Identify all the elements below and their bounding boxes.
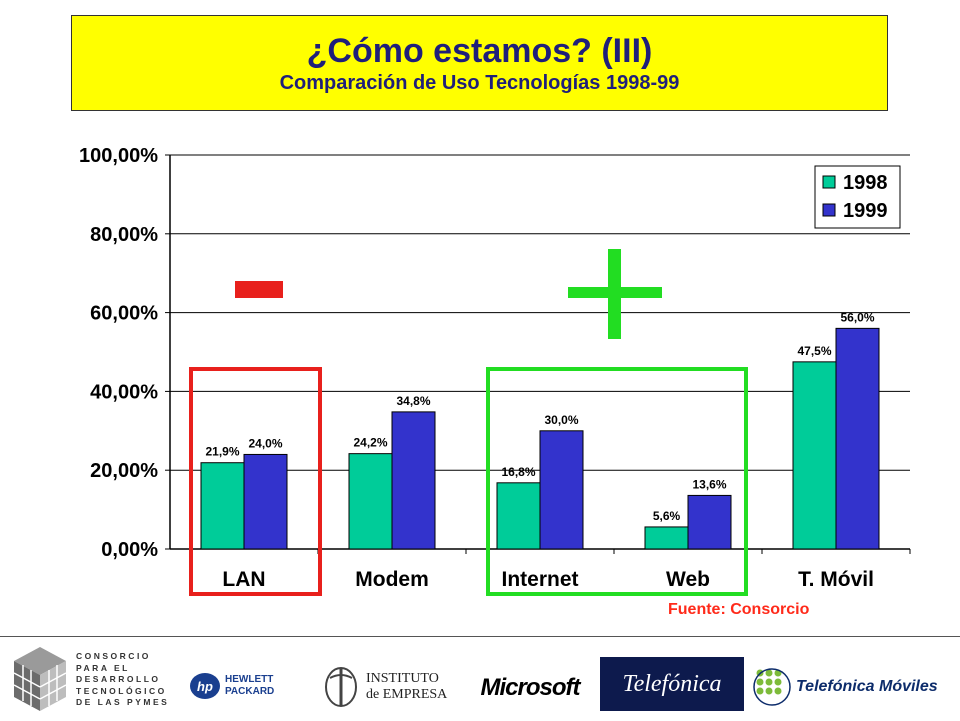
data-label: 30,0%	[544, 413, 578, 427]
bar-1999	[539, 430, 584, 550]
bar-1998	[644, 526, 689, 550]
data-label: 16,8%	[501, 465, 535, 479]
x-tick-label: Modem	[355, 568, 429, 591]
bar-1999	[835, 327, 880, 550]
telefonica-logo: Telefónica	[600, 657, 744, 711]
legend-swatch	[822, 203, 836, 217]
telefonica-moviles-text: Telefónica Móviles	[796, 678, 938, 695]
legend-label: 1999	[843, 200, 888, 222]
bar-1998	[792, 361, 837, 550]
telefonica-moviles-logo: Telefónica Móviles	[752, 661, 957, 713]
lan-highlight-box	[189, 367, 322, 596]
y-tick-label: 60,00%	[90, 303, 158, 325]
bar-1999	[391, 411, 436, 550]
bar-chart: 0,00% 20,00% 40,00% 60,00% 80,00% 100,00% 21,9…	[79, 145, 911, 596]
data-label: 24,2%	[353, 436, 387, 450]
hp-line2: PACKARD	[225, 686, 275, 697]
bar-1998	[496, 482, 541, 550]
ie-line1: INSTITUTO	[366, 671, 439, 686]
x-tick-label: LAN	[222, 568, 265, 591]
internet-web-highlight-box	[486, 367, 748, 596]
page-title: ¿Cómo estamos? (III)	[306, 32, 653, 70]
instituto-empresa-emblem-icon	[325, 667, 357, 707]
instituto-empresa-logo: INSTITUTO de EMPRESA	[322, 663, 462, 711]
data-label: 21,9%	[205, 445, 239, 459]
minus-sign-icon	[235, 281, 283, 298]
data-label: 5,6%	[653, 509, 681, 523]
footer-logos: CONSORCIO PARA EL DESARROLLO TECNOLÓGICO…	[0, 636, 960, 721]
hewlett-packard-logo: hp HEWLETT PACKARD	[190, 671, 310, 701]
y-tick-label: 100,00%	[79, 145, 158, 167]
y-tick-label: 20,00%	[90, 460, 158, 482]
telefonica-dots-icon	[753, 668, 791, 706]
plus-sign-icon	[608, 249, 621, 339]
y-tick-label: 0,00%	[101, 539, 158, 561]
bar-1998	[348, 453, 393, 550]
bar-1999	[687, 494, 732, 550]
title-banner: ¿Cómo estamos? (III) Comparación de Uso …	[71, 15, 888, 111]
page-subtitle: Comparación de Uso Tecnologías 1998-99	[279, 72, 680, 94]
legend-label: 1998	[843, 172, 888, 194]
source-note: Fuente: Consorcio	[668, 601, 810, 618]
data-label: 13,6%	[692, 477, 726, 491]
consorcio-cube-logo	[10, 643, 70, 715]
data-label: 34,8%	[396, 394, 430, 408]
microsoft-logo: Microsoft	[480, 674, 581, 701]
data-label: 56,0%	[840, 310, 874, 324]
x-tick-label: Web	[666, 568, 710, 591]
legend-swatch	[822, 175, 836, 189]
data-label: 47,5%	[797, 344, 831, 358]
x-tick-label: T. Móvil	[798, 568, 874, 591]
data-label: 24,0%	[248, 436, 282, 450]
x-tick-label: Internet	[501, 568, 578, 591]
ie-line2: de EMPRESA	[366, 687, 448, 702]
bar-1998	[200, 462, 245, 550]
hp-line1: HEWLETT	[225, 674, 274, 685]
bar-1999	[243, 453, 288, 550]
hp-logo-mark: hp	[190, 673, 220, 699]
consorcio-logo-text: CONSORCIO PARA EL DESARROLLO TECNOLÓGICO…	[76, 651, 170, 707]
y-tick-label: 40,00%	[90, 381, 158, 403]
y-tick-label: 80,00%	[90, 224, 158, 246]
